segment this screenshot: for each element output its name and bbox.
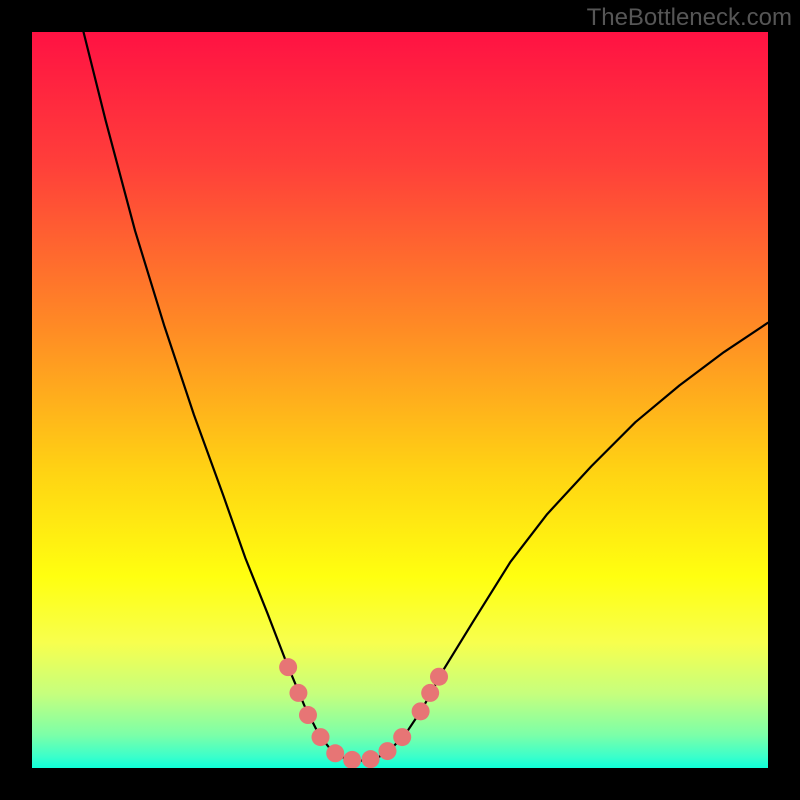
highlight-marker <box>289 684 307 702</box>
highlight-marker <box>326 744 344 762</box>
bottleneck-curve-chart <box>32 32 768 768</box>
plot-background <box>32 32 768 768</box>
highlight-marker <box>362 750 380 768</box>
highlight-marker <box>279 658 297 676</box>
highlight-marker <box>299 706 317 724</box>
chart-stage: TheBottleneck.com <box>0 0 800 800</box>
highlight-marker <box>430 668 448 686</box>
highlight-marker <box>312 728 330 746</box>
highlight-marker <box>412 702 430 720</box>
highlight-marker <box>378 742 396 760</box>
highlight-marker <box>421 684 439 702</box>
highlight-marker <box>393 728 411 746</box>
watermark-text: TheBottleneck.com <box>587 4 792 32</box>
